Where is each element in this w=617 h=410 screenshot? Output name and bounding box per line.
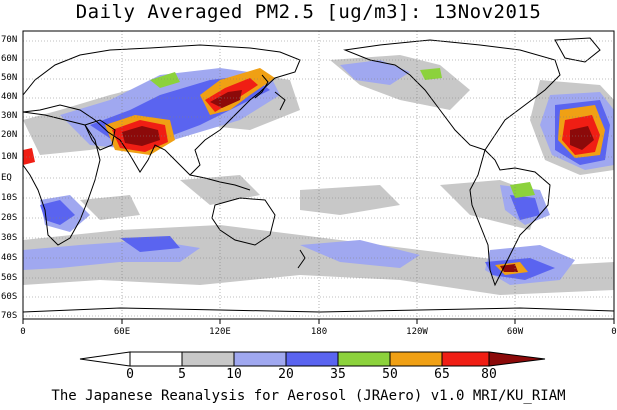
colorbar [79,351,546,367]
colorbar-label: 35 [330,367,346,382]
lon-label: 60W [506,327,524,337]
colorbar-segment [389,351,443,367]
colorbar-segment [129,351,183,367]
pm25-level-35 [150,68,535,198]
lat-label: 30N [1,111,18,121]
graticule [23,31,614,319]
colorbar-label: 80 [481,367,497,382]
colorbar-label: 50 [382,367,398,382]
lat-label: 30S [1,233,18,243]
colorbar-label: 5 [178,367,186,382]
axis-ticks [22,319,615,324]
colorbar-arrow-low [79,351,131,367]
lon-label: 180 [310,327,328,337]
colorbar-segment [181,351,235,367]
lat-label: 50S [1,273,18,283]
lat-label: 20S [1,213,18,223]
colorbar-label: 65 [434,367,450,382]
colorbar-label: 0 [126,367,134,382]
lat-label: 20N [1,130,18,140]
colorbar-label: 20 [278,367,294,382]
lat-label: 60N [1,54,18,64]
colorbar-segment [337,351,391,367]
lon-label: 120E [209,327,231,337]
map-title: Daily Averaged PM2.5 [ug/m3]: 13Nov2015 [75,1,542,23]
lat-label: 10S [1,193,18,203]
lon-label: 0 [20,327,26,337]
colorbar-segment [441,351,490,367]
footer-credit: The Japanese Reanalysis for Aerosol (JRA… [51,388,566,404]
pm25-field [23,55,614,295]
colorbar-label: 10 [226,367,242,382]
colorbar-arrow-high [488,351,546,367]
lat-label: 60S [1,292,18,302]
lat-label: 50N [1,73,18,83]
lon-label: 0 [611,327,617,337]
lon-label: 120W [406,327,428,337]
colorbar-segment [233,351,287,367]
lon-label: 60E [113,327,131,337]
colorbar-segment [285,351,339,367]
lat-label: 70S [1,311,18,321]
lat-label: EQ [1,173,12,183]
lat-label: 10N [1,152,18,162]
lat-label: 70N [1,35,18,45]
lat-label: 40N [1,92,18,102]
lat-label: 40S [1,253,18,263]
